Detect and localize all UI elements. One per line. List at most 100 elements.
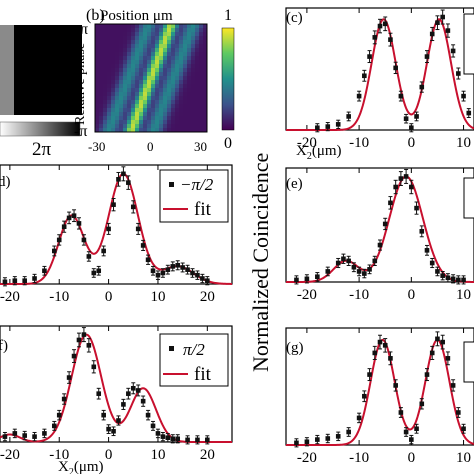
heatmap-cell (171, 76, 176, 81)
heatmap-cell (199, 40, 204, 45)
heatmap-cell (175, 116, 180, 121)
heatmap-cell (99, 36, 104, 41)
heatmap-cell (147, 100, 152, 105)
heatmap-cell (191, 72, 196, 77)
heatmap-cell (115, 60, 120, 65)
heatmap-cell (199, 48, 204, 53)
heatmap-cell (163, 40, 168, 45)
data-point (414, 426, 419, 432)
heatmap-cell (147, 36, 152, 41)
heatmap-cell (147, 76, 152, 81)
heatmap-cell (139, 96, 144, 101)
heatmap-cell (195, 96, 200, 101)
heatmap-cell (95, 116, 100, 121)
heatmap-cell (99, 120, 104, 125)
heatmap-cell (179, 96, 184, 101)
heatmap-cell (111, 108, 116, 113)
data-point (86, 343, 92, 348)
data-point (106, 226, 111, 232)
heatmap-cell (199, 100, 204, 105)
heatmap-cell (203, 76, 208, 81)
heatmap-cell (191, 80, 196, 85)
heatmap-cell (107, 92, 112, 97)
heatmap-cell (111, 76, 116, 81)
heatmap-cell (107, 104, 112, 109)
data-point (111, 202, 116, 207)
data-point (200, 276, 205, 281)
data-point (2, 279, 8, 285)
heatmap-cell (179, 40, 184, 45)
legend-data-marker (169, 346, 174, 351)
heatmap-cell (119, 28, 124, 33)
heatmap-cell (191, 112, 196, 117)
heatmap-cell (155, 76, 160, 81)
heatmap-cell (159, 28, 164, 33)
data-point (205, 437, 210, 443)
heatmap-cell (119, 56, 124, 61)
data-point (409, 125, 414, 131)
heatmap-cell (123, 124, 128, 129)
heatmap-cell (99, 60, 104, 65)
heatmap-cell (155, 124, 160, 129)
heatmap-cell (191, 24, 196, 29)
heatmap-cell (183, 40, 188, 45)
heatmap-cell (151, 112, 156, 117)
heatmap-cell (147, 72, 152, 77)
heatmap-cell (163, 120, 168, 125)
panel-c-letter: (c) (286, 10, 303, 26)
heatmap-cell (99, 88, 104, 93)
heatmap-cell (187, 128, 192, 133)
heatmap-cell (115, 52, 120, 57)
plot-frame (285, 167, 474, 283)
heatmap-cell (187, 36, 192, 41)
heatmap-cell (139, 76, 144, 81)
data-point (140, 243, 146, 248)
heatmap-cell (151, 100, 156, 105)
heatmap-cell (179, 76, 184, 81)
heatmap-cell (99, 124, 104, 129)
heatmap-cell (115, 64, 120, 69)
heatmap-cell (127, 104, 132, 109)
data-point (205, 278, 210, 283)
heatmap-cell (95, 32, 100, 37)
data-point (461, 93, 466, 99)
heatmap-cell (191, 32, 196, 37)
heatmap-cell (151, 96, 156, 101)
heatmap-cell (175, 88, 180, 93)
heatmap-cell (135, 116, 140, 121)
heatmap-cell (143, 88, 148, 93)
heatmap-cell (99, 80, 104, 85)
heatmap-cell (151, 116, 156, 121)
heatmap-cell (151, 104, 156, 109)
data-point (315, 437, 320, 442)
heatmap-cell (115, 108, 120, 113)
heatmap-cell (175, 52, 180, 57)
heatmap-cell (159, 104, 164, 109)
heatmap-cell (167, 40, 172, 45)
heatmap-cell (203, 84, 208, 89)
heatmap-cell (151, 40, 156, 45)
heatmap-cell (171, 60, 176, 65)
heatmap-cell (159, 56, 164, 61)
data-point (294, 440, 299, 446)
x-tick-label: -10 (49, 289, 69, 305)
heatmap-cell (99, 112, 104, 117)
data-point (56, 412, 62, 418)
heatmap-cell (147, 60, 152, 65)
heatmap-cell (127, 116, 132, 121)
data-point (382, 21, 388, 27)
plot-frame (285, 327, 474, 446)
heatmap-cell (139, 92, 144, 97)
heatmap-cell (195, 60, 200, 65)
heatmap-cell (131, 108, 136, 113)
heatmap-cell (199, 64, 204, 69)
heatmap-cell (183, 128, 188, 133)
plot-panel-f: -20 -10 0 10 20 f) π/2 fit (0, 325, 233, 463)
heatmap-cell (163, 60, 168, 65)
heatmap-cell (123, 128, 128, 133)
data-point (61, 224, 67, 230)
heatmap-cell (191, 104, 196, 109)
heatmap-cell (167, 80, 172, 85)
heatmap-cell (187, 24, 192, 29)
heatmap-cell (155, 44, 160, 49)
